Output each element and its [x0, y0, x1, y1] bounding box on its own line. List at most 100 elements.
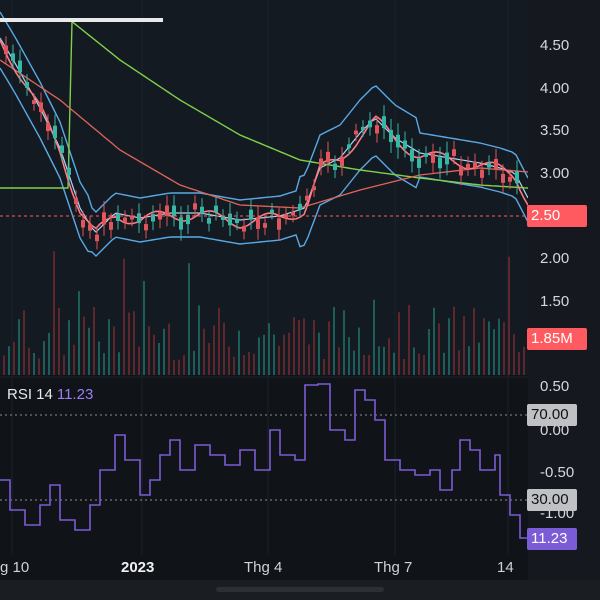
volume-bar: [223, 322, 225, 375]
volume-bar: [33, 353, 35, 375]
volume-bar: [438, 323, 440, 375]
volume-bar: [273, 334, 275, 375]
volume-bar: [28, 347, 30, 375]
price-tick: 3.00: [540, 165, 570, 182]
volume-bar: [443, 352, 445, 375]
volume-bar: [493, 329, 495, 375]
candle-body: [60, 145, 64, 153]
volume-bar: [283, 334, 285, 375]
volume-bar: [138, 346, 140, 375]
home-indicator: [216, 587, 384, 592]
volume-bar: [133, 311, 135, 375]
volume-bar: [128, 312, 130, 375]
candle-body: [186, 214, 190, 225]
volume-bar: [308, 344, 310, 375]
volume-bar: [333, 306, 335, 375]
volume-bar: [73, 344, 75, 375]
volume-bar: [8, 346, 10, 375]
candle-body: [74, 198, 78, 204]
volume-bar: [98, 341, 100, 375]
volume-bar: [163, 328, 165, 375]
volume-bar: [243, 355, 245, 375]
candle-body: [39, 102, 43, 113]
volume-bar: [38, 358, 40, 375]
tab-indicator: [0, 18, 163, 22]
volume-bar: [418, 353, 420, 375]
ma-long: [0, 20, 529, 189]
volume-bar: [158, 343, 160, 375]
volume-bar: [323, 359, 325, 375]
volume-bar: [358, 327, 360, 375]
rsi-value-tag: 11.23: [527, 528, 577, 550]
candle-body: [11, 53, 15, 61]
volume-bar: [393, 352, 395, 375]
volume-bar: [448, 318, 450, 375]
volume-bar: [298, 319, 300, 375]
volume-bar: [88, 327, 90, 375]
chart-canvas[interactable]: [0, 0, 600, 580]
volume-bar: [433, 307, 435, 375]
volume-bar: [383, 346, 385, 375]
candle-body: [214, 205, 218, 213]
current-volume-tag: 1.85M: [527, 328, 587, 350]
volume-bar: [238, 330, 240, 375]
volume-bar: [43, 341, 45, 375]
current-price-tag: 2.50: [527, 205, 587, 227]
volume-bar: [343, 310, 345, 375]
rsi-line: [0, 383, 529, 540]
candle-body: [375, 125, 379, 134]
volume-bar: [453, 306, 455, 375]
candle-body: [417, 158, 421, 168]
volume-bar: [498, 318, 500, 375]
volume-bar: [278, 345, 280, 375]
volume-bar: [213, 325, 215, 375]
volume-bar: [398, 312, 400, 375]
volume-bar: [503, 322, 505, 375]
rsi-tick: 0.00: [540, 422, 570, 439]
candle-body: [25, 82, 29, 88]
candle-body: [466, 163, 470, 169]
volume-bar: [463, 316, 465, 375]
candle-body: [270, 209, 274, 213]
candle-body: [207, 218, 211, 224]
candle-body: [81, 220, 85, 228]
volume-bar: [368, 355, 370, 375]
candle-body: [179, 217, 183, 230]
candle-body: [396, 134, 400, 148]
volume-bar: [338, 347, 340, 375]
candle-body: [67, 167, 71, 176]
volume-bar: [253, 353, 255, 375]
candle-body: [109, 222, 113, 230]
volume-bar: [103, 353, 105, 375]
candle-body: [228, 213, 232, 226]
candle-body: [305, 195, 309, 201]
candle-body: [221, 216, 225, 220]
volume-bar: [258, 337, 260, 375]
volume-bar: [518, 351, 520, 375]
volume-bar: [23, 310, 25, 375]
rsi-tick: -0.50: [540, 464, 575, 481]
candle-body: [473, 161, 477, 168]
volume-bar: [373, 299, 375, 375]
candle-body: [46, 123, 50, 132]
candle-body: [494, 158, 498, 170]
rsi-legend[interactable]: RSI 14 11.23: [7, 386, 93, 403]
candle-body: [144, 224, 148, 231]
candle-body: [347, 144, 351, 149]
volume-bar: [293, 317, 295, 375]
time-label-year: 2023: [121, 559, 155, 576]
time-label: 14: [497, 559, 514, 576]
candle-body: [172, 205, 176, 217]
volume-bar: [458, 350, 460, 375]
volume-bar: [218, 307, 220, 375]
candle-body: [18, 60, 22, 73]
candle-body: [116, 213, 120, 221]
bollinger-upper: [0, 11, 529, 213]
volume-bar: [303, 318, 305, 375]
candle-body: [256, 217, 260, 229]
volume-bar: [248, 352, 250, 375]
volume-bar: [513, 334, 515, 375]
volume-bar: [178, 359, 180, 375]
candle-body: [480, 169, 484, 178]
